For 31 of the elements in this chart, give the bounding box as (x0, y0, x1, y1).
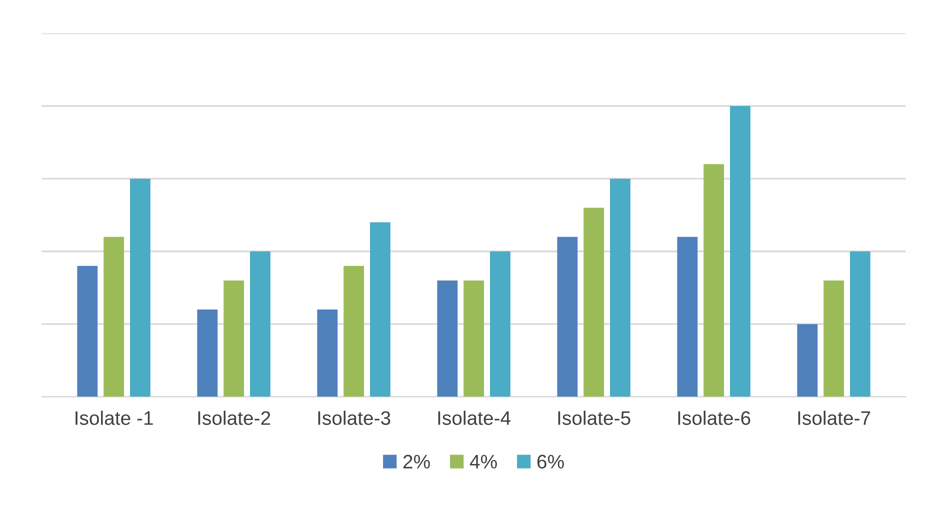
bar (370, 222, 390, 397)
x-tick-label: Isolate -1 (76, 410, 153, 425)
x-tick-label: Isolate-5 (558, 410, 630, 425)
bar (130, 178, 150, 397)
bar (224, 280, 244, 397)
x-tick-label: Isolate-6 (678, 410, 750, 425)
x-tick-label: Isolate-4 (438, 410, 511, 425)
x-tick-label: Isolate-7 (798, 410, 870, 425)
x-tick-label: Isolate-2 (198, 410, 270, 425)
bar (824, 280, 844, 397)
bar (677, 236, 698, 397)
bar (250, 251, 270, 397)
bar (610, 178, 630, 397)
bar (584, 208, 604, 397)
bar (704, 164, 724, 397)
bar (197, 310, 218, 397)
bar (490, 251, 510, 397)
bar (730, 106, 750, 397)
bar (77, 266, 98, 397)
bar (797, 324, 818, 397)
bar (344, 266, 364, 397)
bar (557, 236, 578, 397)
bar (104, 236, 124, 397)
bar (437, 280, 458, 397)
legend-label: 6% (537, 454, 564, 469)
bar (464, 280, 484, 397)
bar (850, 251, 870, 397)
bar (317, 310, 338, 397)
legend-label: 2% (403, 454, 430, 468)
x-tick-label: Isolate-3 (318, 410, 390, 425)
legend-label: 4% (470, 454, 497, 468)
